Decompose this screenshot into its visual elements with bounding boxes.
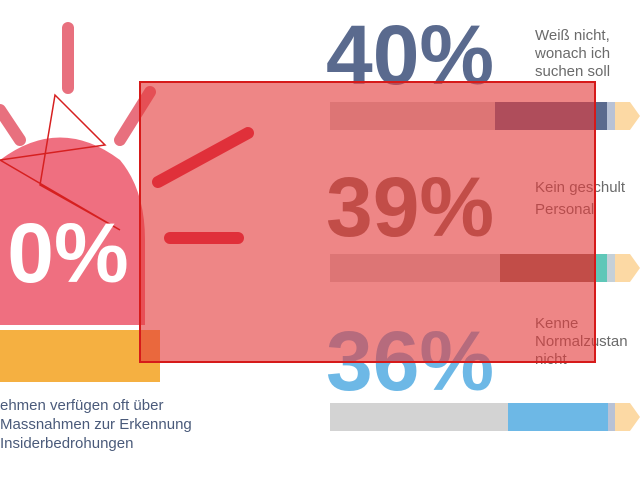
siren-base <box>0 330 160 382</box>
left-caption-line: Massnahmen zur Erkennung <box>0 416 192 433</box>
overlay-rays <box>152 127 254 244</box>
siren-dome <box>0 137 145 325</box>
item-label-line: wonach ich <box>534 45 610 62</box>
highlight-overlay <box>139 81 596 363</box>
siren-rays <box>0 22 156 146</box>
left-caption-line: Insiderbedrohungen <box>0 435 133 452</box>
left-caption-line: ehmen verfügen oft über <box>0 397 163 414</box>
star-outline <box>0 93 121 231</box>
left-percent: 0% <box>7 206 128 300</box>
item-label-line: suchen soll <box>535 63 610 80</box>
pencil-bar <box>330 403 640 431</box>
item-label-line: Weiß nicht, <box>535 27 610 44</box>
